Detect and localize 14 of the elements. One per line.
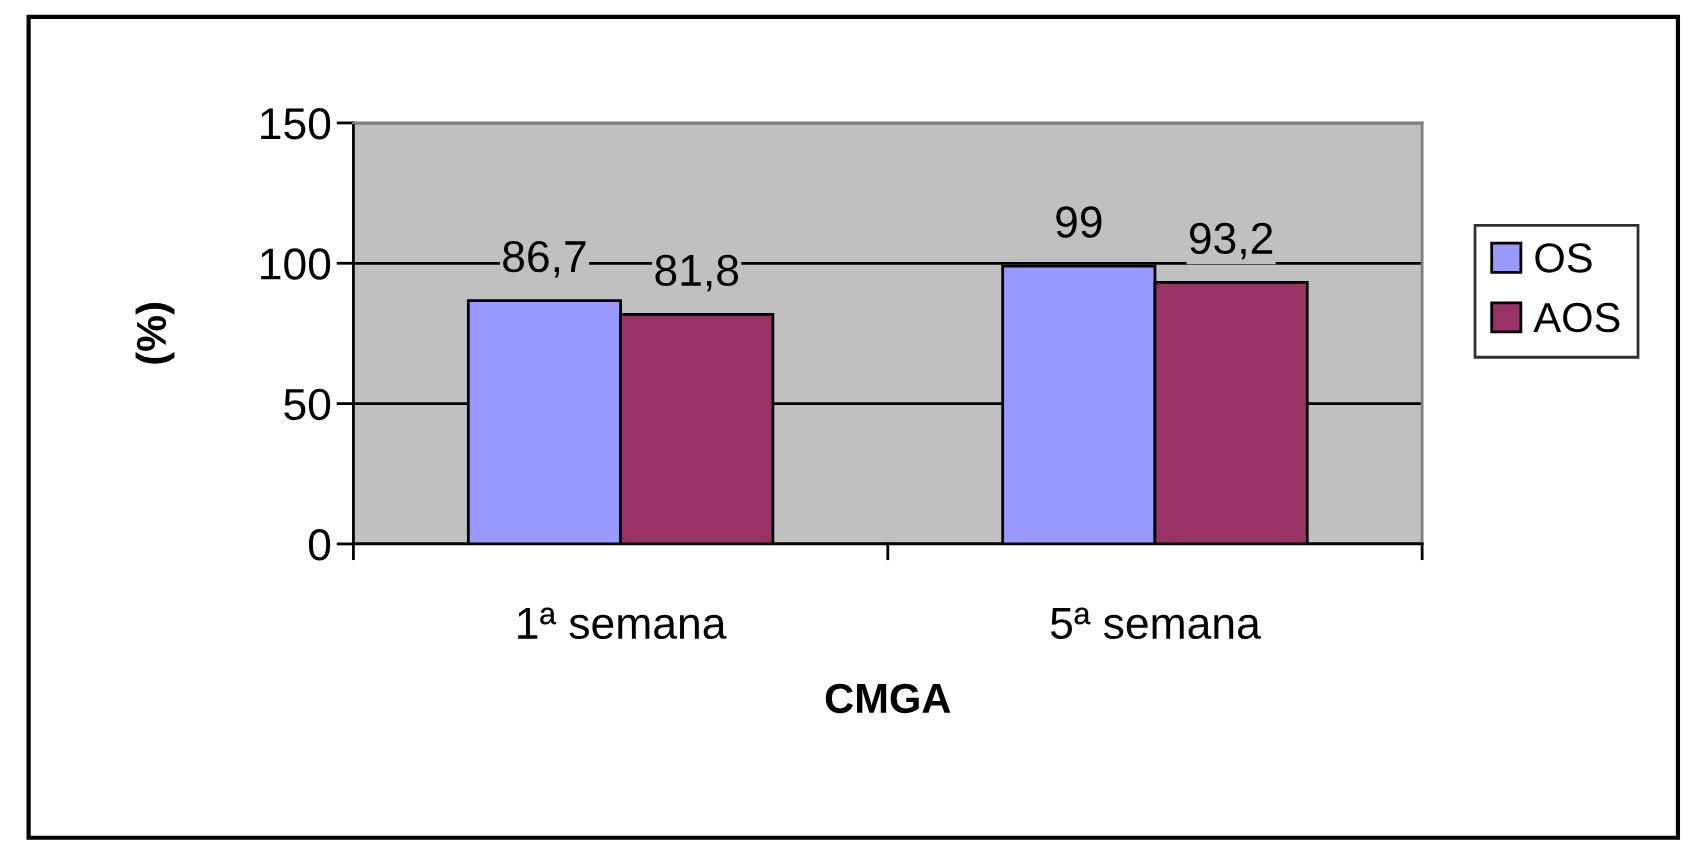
x-tick-label: 5ª semana <box>1050 607 1261 640</box>
legend-label: AOS <box>1533 302 1620 333</box>
y-tick-label: 150 <box>261 108 331 140</box>
data-label: 81,8 <box>655 254 739 292</box>
x-axis-title: CMGA <box>825 683 951 714</box>
x-tick-label: 1ª semana <box>518 607 727 640</box>
legend-label: OS <box>1535 243 1592 273</box>
y-tick-label: 0 <box>308 529 331 561</box>
y-tick-label: 100 <box>261 248 331 280</box>
data-label: 93,2 <box>1189 222 1273 260</box>
y-axis-title: (%) <box>135 303 175 364</box>
data-label: 86,7 <box>503 240 586 278</box>
data-label: 99 <box>1056 206 1102 238</box>
y-tick-label: 50 <box>284 388 331 421</box>
